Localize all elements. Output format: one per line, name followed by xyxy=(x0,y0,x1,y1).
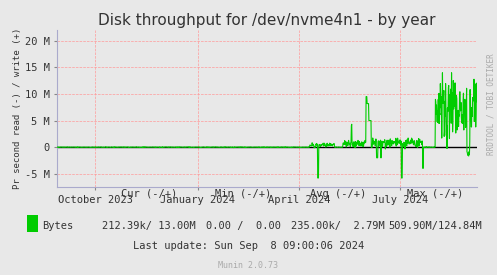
Y-axis label: Pr second read (-) / write (+): Pr second read (-) / write (+) xyxy=(13,28,22,189)
Text: 0.00 /  0.00: 0.00 / 0.00 xyxy=(206,221,281,231)
Text: 509.90M/124.84M: 509.90M/124.84M xyxy=(388,221,482,231)
Text: Bytes: Bytes xyxy=(42,221,74,231)
Text: Avg (-/+): Avg (-/+) xyxy=(310,189,366,199)
Text: Munin 2.0.73: Munin 2.0.73 xyxy=(219,261,278,270)
Text: Cur (-/+): Cur (-/+) xyxy=(121,189,177,199)
Text: RRDTOOL / TOBI OETIKER: RRDTOOL / TOBI OETIKER xyxy=(487,54,496,155)
Text: 212.39k/ 13.00M: 212.39k/ 13.00M xyxy=(102,221,196,231)
Text: Min (-/+): Min (-/+) xyxy=(215,189,272,199)
Text: Last update: Sun Sep  8 09:00:06 2024: Last update: Sun Sep 8 09:00:06 2024 xyxy=(133,241,364,251)
Text: Max (-/+): Max (-/+) xyxy=(407,189,463,199)
Text: 235.00k/  2.79M: 235.00k/ 2.79M xyxy=(291,221,385,231)
Title: Disk throughput for /dev/nvme4n1 - by year: Disk throughput for /dev/nvme4n1 - by ye… xyxy=(98,13,436,28)
